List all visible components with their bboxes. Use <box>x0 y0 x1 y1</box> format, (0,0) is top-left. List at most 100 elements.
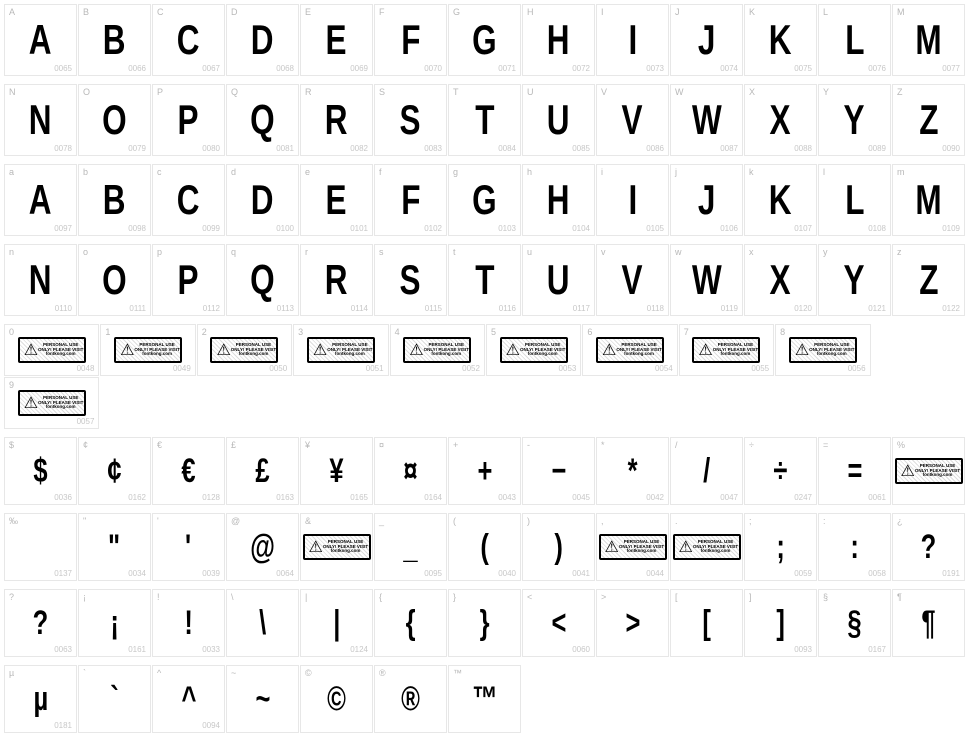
char-cell[interactable]: RR0082 <box>300 84 373 156</box>
char-cell[interactable]: LL0076 <box>818 4 891 76</box>
char-cell[interactable]: fF0102 <box>374 164 447 236</box>
char-cell[interactable]: SS0083 <box>374 84 447 156</box>
char-cell[interactable]: ;;0059 <box>744 513 817 581</box>
char-cell[interactable]: MM0077 <box>892 4 965 76</box>
char-cell[interactable]: ®® <box>374 665 447 733</box>
char-cell[interactable]: ^^0094 <box>152 665 225 733</box>
char-cell[interactable]: <<0060 <box>522 589 595 657</box>
char-cell[interactable]: ¥¥0165 <box>300 437 373 505</box>
char-cell[interactable]: VV0086 <box>596 84 669 156</box>
char-cell[interactable]: GG0071 <box>448 4 521 76</box>
char-cell[interactable]: FF0070 <box>374 4 447 76</box>
char-cell[interactable]: EE0069 <box>300 4 373 76</box>
char-cell[interactable]: 7PERSONAL USE ONLY! PLEASE VISIT fontkon… <box>679 324 774 376</box>
char-cell[interactable]: hH0104 <box>522 164 595 236</box>
char-cell[interactable]: jJ0106 <box>670 164 743 236</box>
char-cell[interactable]: ZZ0090 <box>892 84 965 156</box>
char-cell[interactable]: BB0066 <box>78 4 151 76</box>
char-cell[interactable]: oO0111 <box>78 244 151 316</box>
char-cell[interactable]: mM0109 <box>892 164 965 236</box>
char-cell[interactable]: >> <box>596 589 669 657</box>
char-cell[interactable]: zZ0122 <box>892 244 965 316</box>
char-cell[interactable]: XX0088 <box>744 84 817 156</box>
char-cell[interactable]: ¢¢0162 <box>78 437 151 505</box>
char-cell[interactable]: nN0110 <box>4 244 77 316</box>
char-cell[interactable]: **0042 <box>596 437 669 505</box>
char-cell[interactable]: }} <box>448 589 521 657</box>
char-cell[interactable]: `` <box>78 665 151 733</box>
char-cell[interactable]: \\ <box>226 589 299 657</box>
char-cell[interactable]: ÷÷0247 <box>744 437 817 505</box>
char-cell[interactable]: II0073 <box>596 4 669 76</box>
char-cell[interactable]: 3PERSONAL USE ONLY! PLEASE VISIT fontkon… <box>293 324 388 376</box>
char-cell[interactable]: $$0036 <box>4 437 77 505</box>
char-cell[interactable]: {{ <box>374 589 447 657</box>
char-cell[interactable]: YY0089 <box>818 84 891 156</box>
char-cell[interactable]: ¶¶ <box>892 589 965 657</box>
char-cell[interactable]: ::0058 <box>818 513 891 581</box>
char-cell[interactable]: eE0101 <box>300 164 373 236</box>
char-cell[interactable]: cC0099 <box>152 164 225 236</box>
char-cell[interactable]: CC0067 <box>152 4 225 76</box>
char-cell[interactable]: ++0043 <box>448 437 521 505</box>
char-cell[interactable]: TT0084 <box>448 84 521 156</box>
char-cell[interactable]: HH0072 <box>522 4 595 76</box>
char-cell[interactable]: ~~ <box>226 665 299 733</box>
char-cell[interactable]: JJ0074 <box>670 4 743 76</box>
char-cell[interactable]: lL0108 <box>818 164 891 236</box>
char-cell[interactable]: ''0039 <box>152 513 225 581</box>
char-cell[interactable]: //0047 <box>670 437 743 505</box>
char-cell[interactable]: xX0120 <box>744 244 817 316</box>
char-cell[interactable]: ,PERSONAL USE ONLY! PLEASE VISIT fontkon… <box>596 513 669 581</box>
char-cell[interactable]: 4PERSONAL USE ONLY! PLEASE VISIT fontkon… <box>390 324 485 376</box>
char-cell[interactable]: sS0115 <box>374 244 447 316</box>
char-cell[interactable]: [[ <box>670 589 743 657</box>
char-cell[interactable]: KK0075 <box>744 4 817 76</box>
char-cell[interactable]: 1PERSONAL USE ONLY! PLEASE VISIT fontkon… <box>100 324 195 376</box>
char-cell[interactable]: pP0112 <box>152 244 225 316</box>
char-cell[interactable]: qQ0113 <box>226 244 299 316</box>
char-cell[interactable]: AA0065 <box>4 4 77 76</box>
char-cell[interactable]: OO0079 <box>78 84 151 156</box>
char-cell[interactable]: ¿?0191 <box>892 513 965 581</box>
char-cell[interactable]: ™™ <box>448 665 521 733</box>
char-cell[interactable]: ??0063 <box>4 589 77 657</box>
char-cell[interactable]: ¡¡0161 <box>78 589 151 657</box>
char-cell[interactable]: WW0087 <box>670 84 743 156</box>
char-cell[interactable]: kK0107 <box>744 164 817 236</box>
char-cell[interactable]: PP0080 <box>152 84 225 156</box>
char-cell[interactable]: µµ0181 <box>4 665 77 733</box>
char-cell[interactable]: ‰0137 <box>4 513 77 581</box>
char-cell[interactable]: aA0097 <box>4 164 77 236</box>
char-cell[interactable]: QQ0081 <box>226 84 299 156</box>
char-cell[interactable]: @@0064 <box>226 513 299 581</box>
char-cell[interactable]: tT0116 <box>448 244 521 316</box>
char-cell[interactable]: 2PERSONAL USE ONLY! PLEASE VISIT fontkon… <box>197 324 292 376</box>
char-cell[interactable]: ""0034 <box>78 513 151 581</box>
char-cell[interactable]: ||0124 <box>300 589 373 657</box>
char-cell[interactable]: ©© <box>300 665 373 733</box>
char-cell[interactable]: yY0121 <box>818 244 891 316</box>
char-cell[interactable]: §§0167 <box>818 589 891 657</box>
char-cell[interactable]: 6PERSONAL USE ONLY! PLEASE VISIT fontkon… <box>582 324 677 376</box>
char-cell[interactable]: 8PERSONAL USE ONLY! PLEASE VISIT fontkon… <box>775 324 870 376</box>
char-cell[interactable]: 0PERSONAL USE ONLY! PLEASE VISIT fontkon… <box>4 324 99 376</box>
char-cell[interactable]: gG0103 <box>448 164 521 236</box>
char-cell[interactable]: -−0045 <box>522 437 595 505</box>
char-cell[interactable]: ((0040 <box>448 513 521 581</box>
char-cell[interactable]: wW0119 <box>670 244 743 316</box>
char-cell[interactable]: vV0118 <box>596 244 669 316</box>
char-cell[interactable]: ==0061 <box>818 437 891 505</box>
char-cell[interactable]: 5PERSONAL USE ONLY! PLEASE VISIT fontkon… <box>486 324 581 376</box>
char-cell[interactable]: ££0163 <box>226 437 299 505</box>
char-cell[interactable]: &PERSONAL USE ONLY! PLEASE VISIT fontkon… <box>300 513 373 581</box>
char-cell[interactable]: ))0041 <box>522 513 595 581</box>
char-cell[interactable]: rR0114 <box>300 244 373 316</box>
char-cell[interactable]: %PERSONAL USE ONLY! PLEASE VISIT fontkon… <box>892 437 965 505</box>
char-cell[interactable]: iI0105 <box>596 164 669 236</box>
char-cell[interactable]: ]]0093 <box>744 589 817 657</box>
char-cell[interactable]: NN0078 <box>4 84 77 156</box>
char-cell[interactable]: €€0128 <box>152 437 225 505</box>
char-cell[interactable]: dD0100 <box>226 164 299 236</box>
char-cell[interactable]: bB0098 <box>78 164 151 236</box>
